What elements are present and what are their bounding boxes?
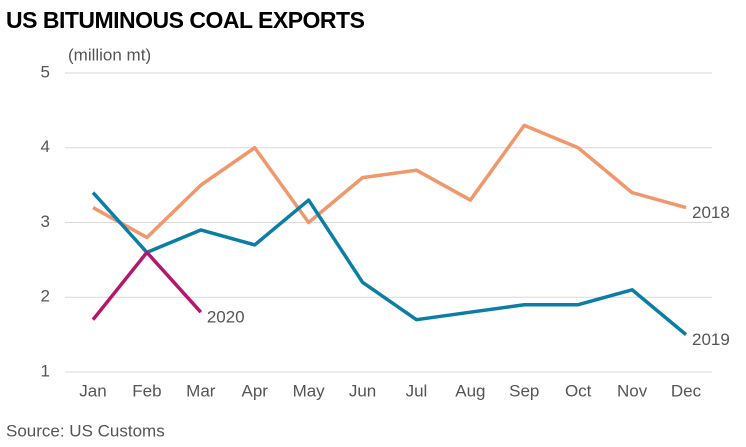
line-series <box>92 123 687 240</box>
x-tick-label: Jan <box>79 381 106 400</box>
y-tick-label: 5 <box>41 62 50 81</box>
x-tick-label: Sep <box>509 381 539 400</box>
y-tick-label: 3 <box>41 212 50 231</box>
x-tick-label: Aug <box>455 381 485 400</box>
line-series <box>91 250 203 321</box>
x-tick-label: Dec <box>671 381 702 400</box>
x-tick-label: Nov <box>617 381 648 400</box>
series-label: 2020 <box>207 308 245 327</box>
line-series <box>91 191 688 336</box>
x-tick-label: May <box>293 381 326 400</box>
y-tick-label: 1 <box>41 361 50 380</box>
source: Source: US Customs <box>6 421 165 440</box>
series-label: 2018 <box>692 203 730 222</box>
y-tick-label: 4 <box>41 137 50 156</box>
x-tick-label: Mar <box>186 381 216 400</box>
chart-title: US BITUMINOUS COAL EXPORTS <box>6 7 365 33</box>
x-tick-label: Oct <box>565 381 592 400</box>
x-tick-label: Jun <box>349 381 376 400</box>
x-tick-label: Feb <box>132 381 161 400</box>
y-tick-label: 2 <box>41 287 50 306</box>
x-tick-label: Apr <box>241 381 268 400</box>
x-tick-label: Jul <box>406 381 428 400</box>
series-label: 2019 <box>692 330 730 349</box>
y-axis-label: (million mt) <box>68 45 151 64</box>
